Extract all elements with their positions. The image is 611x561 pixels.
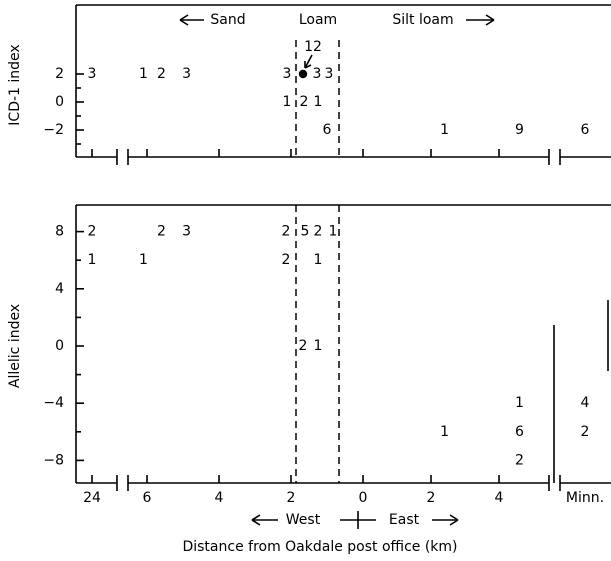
icd-point-label: 3 <box>313 66 322 82</box>
allelic-point-label: 1 <box>515 395 524 411</box>
icd-point-label: 6 <box>323 122 332 138</box>
icd-y-tick-label: −2 <box>43 122 64 138</box>
allelic-point-label: 2 <box>282 252 291 268</box>
allelic-point-label: 2 <box>314 224 323 240</box>
allelic-y-tick-label: 4 <box>55 281 64 297</box>
icd-point-label: 9 <box>515 122 524 138</box>
silt-loam-label: Silt loam <box>392 12 453 28</box>
allelic-point-label: 2 <box>581 424 590 440</box>
icd-point-label: 3 <box>325 66 334 82</box>
x-tick-label-minn: Minn. <box>566 490 604 506</box>
x-axis-title: Distance from Oakdale post office (km) <box>182 539 457 555</box>
east-arrow-head <box>449 514 459 526</box>
x-tick-label-far: 24 <box>83 490 101 506</box>
allelic-point-label: 2 <box>282 224 291 240</box>
x-tick-label-east: 2 <box>427 490 436 506</box>
x-tick-label-west: 6 <box>143 490 152 506</box>
icd-y-tick-label: 0 <box>55 94 64 110</box>
allelic-point-label: 2 <box>299 338 308 354</box>
icd-highlight-point <box>298 69 308 79</box>
allelic-point-label: 3 <box>182 224 191 240</box>
icd-highlight-arrowhead <box>304 61 312 69</box>
allelic-point-label: 2 <box>88 224 97 240</box>
x-tick-label-east: 0 <box>359 490 368 506</box>
east-label: East <box>389 512 420 528</box>
allelic-point-label: 1 <box>440 424 449 440</box>
allelic-point-label: 4 <box>581 395 590 411</box>
allelic-point-label: 1 <box>314 338 323 354</box>
icd-point-label: 1 <box>314 94 323 110</box>
icd-point-label: 1 <box>440 122 449 138</box>
loam-label: Loam <box>299 12 337 28</box>
sand-arrow-head <box>179 14 189 26</box>
x-tick-label-west: 4 <box>215 490 224 506</box>
x-tick-label-west: 2 <box>287 490 296 506</box>
icd-point-label: 3 <box>283 66 292 82</box>
sand-label: Sand <box>210 12 245 28</box>
icd-point-label: 1 <box>283 94 292 110</box>
allelic-point-label: 1 <box>329 224 338 240</box>
icd-point-label: 3 <box>182 66 191 82</box>
allelic-point-label: 5 <box>301 224 310 240</box>
icd-y-tick-label: 2 <box>55 66 64 82</box>
allelic-y-tick-label: 8 <box>55 224 64 240</box>
west-arrow-head <box>251 514 261 526</box>
icd-y-axis-title: ICD-1 index <box>7 44 23 125</box>
silt-loam-arrow-head <box>485 14 495 26</box>
icd-point-label: 2 <box>300 94 309 110</box>
allelic-y-axis-title: Allelic index <box>7 304 23 388</box>
x-tick-label-east: 4 <box>495 490 504 506</box>
axes <box>75 4 611 529</box>
icd-point-label: 1 <box>139 66 148 82</box>
allelic-y-tick-label: −8 <box>43 452 64 468</box>
allelic-y-tick-label: 0 <box>55 338 64 354</box>
allelic-point-label: 6 <box>515 424 524 440</box>
allelic-point-label: 2 <box>515 452 524 468</box>
icd-point-label: 2 <box>157 66 166 82</box>
icd-highlight-arrow <box>304 54 313 69</box>
icd-point-label: 3 <box>88 66 97 82</box>
icd-highlight-label: 12 <box>304 39 322 55</box>
icd-point-label: 6 <box>581 122 590 138</box>
allelic-point-label: 1 <box>139 252 148 268</box>
allelic-y-tick-label: −4 <box>43 395 64 411</box>
allelic-point-label: 1 <box>88 252 97 268</box>
allelic-point-label: 1 <box>314 252 323 268</box>
west-label: West <box>286 512 321 528</box>
allelic-point-label: 2 <box>157 224 166 240</box>
